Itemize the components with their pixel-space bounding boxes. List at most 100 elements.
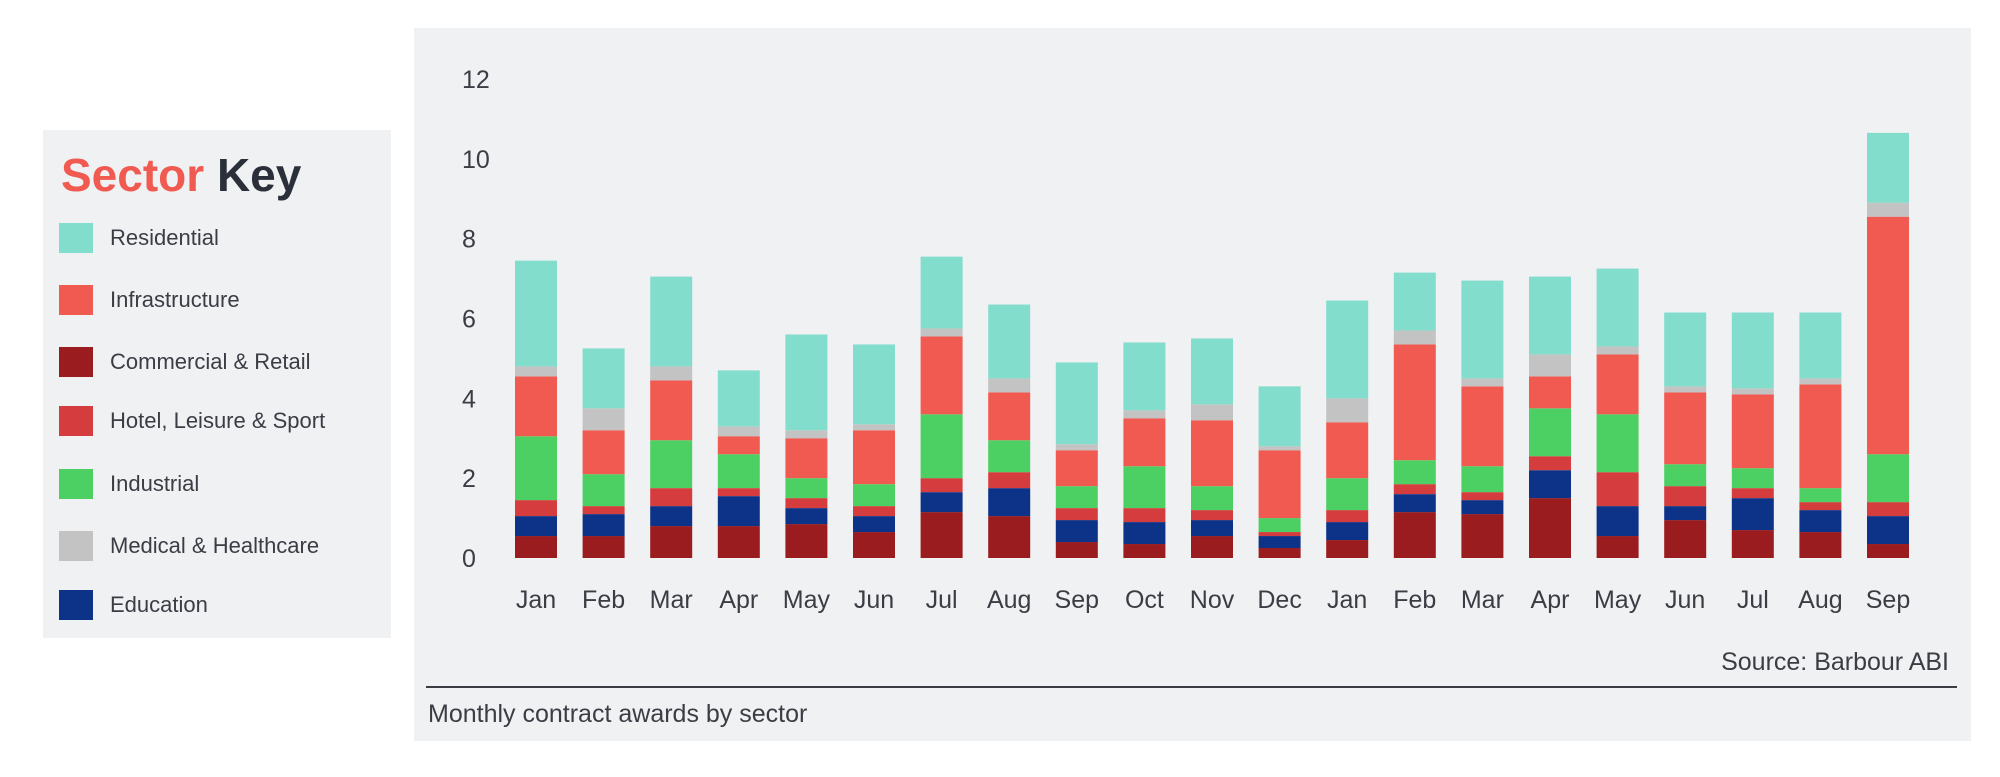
x-tick-label: Feb	[582, 586, 625, 614]
bar-stack	[920, 256, 963, 558]
bar-segment-education	[853, 516, 895, 533]
bar-segment-education	[920, 492, 963, 513]
bar-segment-residential	[1123, 342, 1166, 411]
bar-segment-residential	[785, 334, 828, 431]
bar-segment-education	[785, 508, 828, 525]
bar-segment-residential	[1664, 312, 1707, 387]
bar-stack	[785, 334, 828, 558]
bar-segment-industrial	[1529, 408, 1571, 457]
x-tick-label: Jan	[516, 586, 556, 614]
bar-segment-hotel-leisure-sport	[920, 478, 963, 493]
y-tick-label: 8	[462, 226, 476, 254]
bar-segment-industrial	[920, 414, 963, 479]
bar-segment-medical-healthcare	[1596, 346, 1639, 355]
bar-segment-medical-healthcare	[1393, 330, 1436, 345]
bar-segment-commercial-retail	[1731, 530, 1774, 558]
bar-segment-education	[717, 496, 760, 527]
bar-segment-infrastructure	[1596, 354, 1639, 415]
bar-segment-commercial-retail	[1529, 498, 1571, 558]
bar-segment-commercial-retail	[1258, 548, 1301, 558]
bar-segment-education	[1596, 506, 1639, 537]
bar-stack	[1529, 276, 1571, 558]
bar-segment-hotel-leisure-sport	[988, 472, 1031, 489]
bar-segment-commercial-retail	[650, 526, 693, 558]
bar-segment-commercial-retail	[582, 536, 625, 558]
bar-segment-industrial	[988, 440, 1031, 473]
bar-segment-residential	[1393, 272, 1436, 331]
bar-segment-industrial	[1731, 468, 1774, 489]
x-tick-label: Oct	[1125, 586, 1164, 614]
bar-segment-hotel-leisure-sport	[1799, 502, 1842, 511]
bar-stack	[1731, 312, 1774, 558]
bar-segment-residential	[1731, 312, 1774, 389]
y-tick-label: 4	[462, 385, 476, 413]
legend-label: Industrial	[110, 471, 200, 496]
legend-swatch	[59, 531, 93, 561]
bar-segment-education	[515, 516, 557, 537]
bar-segment-hotel-leisure-sport	[1393, 484, 1436, 495]
bar-segment-commercial-retail	[920, 512, 963, 558]
legend-item-residential: Residential	[59, 221, 219, 255]
bar-segment-industrial	[853, 484, 895, 507]
bar-stack	[1258, 386, 1301, 558]
bar-segment-industrial	[515, 436, 557, 501]
caption-divider	[426, 686, 1957, 688]
bar-segment-residential	[1867, 132, 1909, 203]
bar-segment-hotel-leisure-sport	[515, 500, 557, 517]
bar-segment-commercial-retail	[785, 524, 828, 558]
legend-item-infrastructure: Infrastructure	[59, 283, 240, 317]
x-tick-label: Jun	[1665, 586, 1705, 614]
chart-panel: 0 2 4 6 8 10 12 Jan Feb Mar Apr May Jun Jul Aug Sep Oct N…	[414, 28, 1971, 741]
x-tick-label: Sep	[1055, 586, 1099, 614]
bar-segment-commercial-retail	[853, 532, 895, 558]
bar-segment-infrastructure	[785, 438, 828, 479]
bar-stack	[1123, 342, 1166, 558]
bar-segment-infrastructure	[1191, 420, 1233, 487]
bar-segment-education	[1055, 520, 1098, 543]
legend-item-industrial: Industrial	[59, 467, 199, 501]
bar-segment-industrial	[1123, 466, 1166, 509]
x-tick-label: May	[1594, 586, 1642, 614]
bar-stack	[988, 304, 1031, 558]
x-tick-label: Apr	[1531, 586, 1570, 614]
bar-segment-education	[1731, 498, 1774, 531]
x-tick-label: Mar	[1461, 586, 1504, 614]
bar-segment-hotel-leisure-sport	[1326, 510, 1369, 523]
bar-segment-residential	[582, 348, 625, 409]
bar-segment-infrastructure	[853, 430, 895, 485]
bar-segment-commercial-retail	[1191, 536, 1233, 558]
bar-segment-hotel-leisure-sport	[717, 488, 760, 497]
bar-segment-industrial	[1664, 464, 1707, 487]
bar-segment-residential	[1596, 268, 1639, 347]
bar-segment-infrastructure	[582, 430, 625, 475]
bar-segment-industrial	[1258, 518, 1301, 533]
x-tick-label: Nov	[1190, 586, 1235, 614]
bar-segment-hotel-leisure-sport	[1055, 508, 1098, 521]
bar-segment-commercial-retail	[1461, 514, 1504, 558]
bar-segment-residential	[650, 276, 693, 367]
bar-segment-education	[1393, 494, 1436, 513]
legend-label: Residential	[110, 225, 219, 250]
bar-segment-infrastructure	[1867, 216, 1909, 455]
stacked-bar-chart: 0 2 4 6 8 10 12 Jan Feb Mar Apr May Jun Jul Aug Sep Oct N…	[462, 66, 1910, 614]
legend-swatch	[59, 285, 93, 315]
bar-segment-infrastructure	[1731, 394, 1774, 469]
x-tick-label: Jul	[926, 586, 958, 614]
source-note: Source: Barbour ABI	[1721, 648, 1949, 676]
sector-key-title: Sector Key	[61, 148, 301, 202]
bar-stack	[1393, 272, 1436, 558]
bar-stack	[1326, 300, 1369, 558]
bar-segment-commercial-retail	[515, 536, 557, 558]
bar-segment-education	[1326, 522, 1369, 541]
bar-segment-medical-healthcare	[1867, 202, 1909, 217]
bar-segment-medical-healthcare	[1326, 398, 1369, 423]
y-tick-label: 12	[462, 66, 490, 94]
bar-segment-hotel-leisure-sport	[1191, 510, 1233, 521]
legend-item-education: Education	[59, 588, 208, 622]
bar-segment-industrial	[1461, 466, 1504, 493]
bar-segment-medical-healthcare	[988, 378, 1031, 393]
legend-swatch	[59, 590, 93, 620]
bar-segment-industrial	[1867, 454, 1909, 503]
y-tick-label: 2	[462, 465, 476, 493]
legend-label: Education	[110, 592, 208, 617]
